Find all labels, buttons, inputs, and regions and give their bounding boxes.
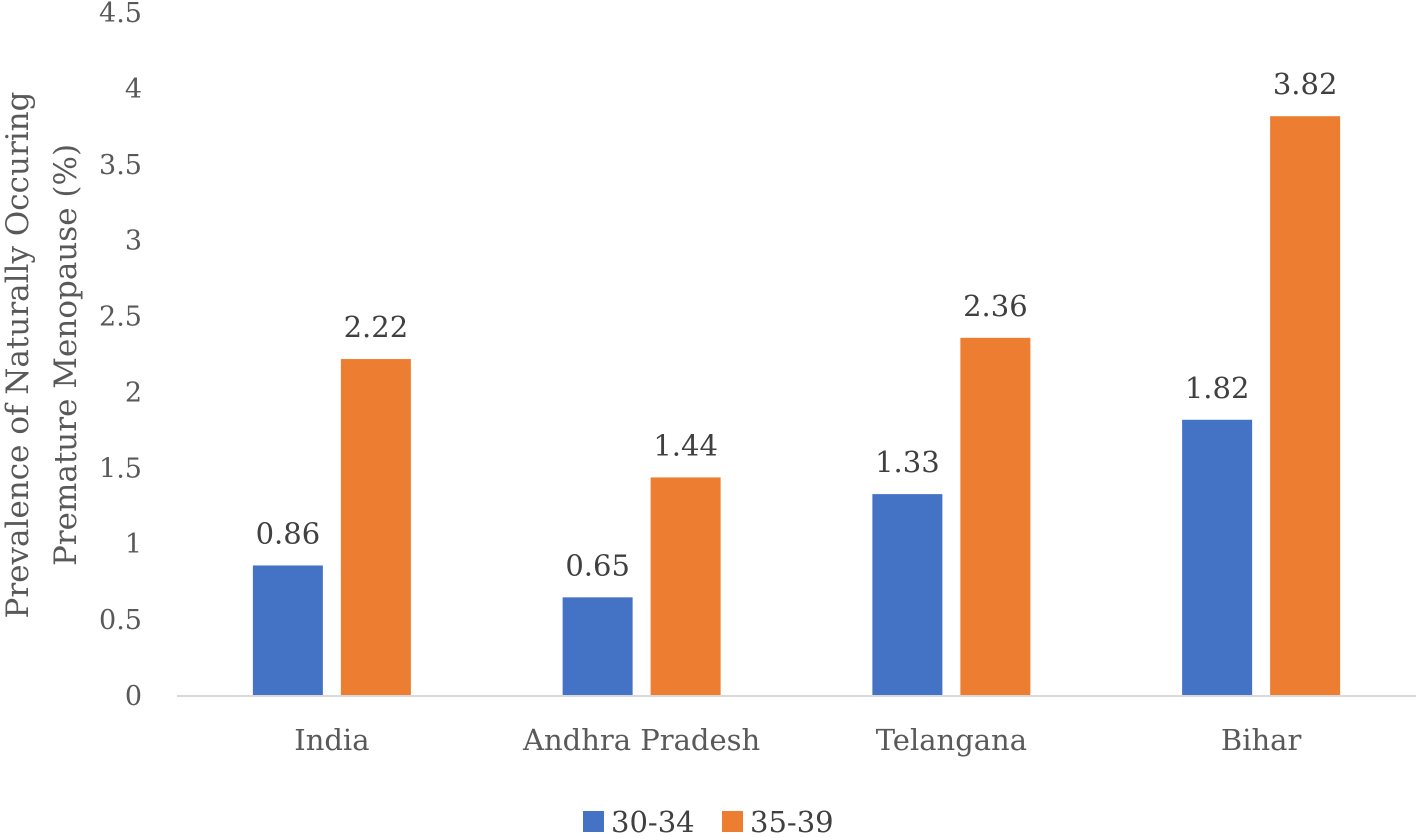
x-category-label: Bihar: [1221, 723, 1302, 757]
y-tick-label: 2.5: [99, 302, 142, 333]
legend-label-30-34: 30-34: [611, 805, 695, 834]
y-tick-label: 1.5: [99, 453, 142, 484]
y-tick-label: 3: [125, 226, 142, 257]
x-category-label: India: [294, 723, 369, 757]
data-label: 0.65: [565, 548, 630, 582]
legend-label-35-39: 35-39: [750, 805, 834, 834]
x-category-label: Telangana: [876, 723, 1027, 757]
y-axis-ticks: 0 0.5 1 1.5 2 2.5 3 3.5 4 4.5: [99, 0, 142, 712]
bar-35-39-telangana: [960, 337, 1031, 696]
y-axis-title-line-1: Prevalence of Naturally Occuring: [0, 92, 36, 619]
legend-swatch-30-34: [583, 811, 604, 832]
x-axis-category-labels: India Andhra Pradesh Telangana Bihar: [294, 723, 1301, 757]
y-tick-label: 0: [125, 681, 142, 712]
y-tick-label: 1: [125, 529, 142, 560]
data-label: 2.36: [963, 289, 1028, 323]
legend: 30-34 35-39: [583, 805, 834, 838]
data-label: 1.33: [875, 445, 940, 479]
data-label: 0.86: [256, 516, 321, 550]
data-label: 3.82: [1273, 67, 1338, 101]
bar-30-34-india: [252, 565, 323, 696]
y-axis-title-line-2: Premature Menopause (%): [48, 144, 84, 566]
bar-30-34-andhra-pradesh: [562, 597, 633, 696]
bar-35-39-andhra-pradesh: [650, 477, 721, 696]
bar-35-39-bihar: [1270, 116, 1341, 697]
legend-swatch-35-39: [722, 811, 743, 832]
y-tick-label: 2: [125, 377, 142, 408]
bar-30-34-telangana: [872, 494, 943, 696]
x-category-label: Andhra Pradesh: [522, 723, 760, 757]
bar-35-39-india: [340, 359, 411, 696]
y-tick-label: 0.5: [99, 605, 142, 636]
bars: [252, 116, 1341, 697]
y-tick-label: 3.5: [99, 150, 142, 181]
data-label: 2.22: [344, 310, 409, 344]
y-tick-label: 4: [125, 74, 142, 105]
y-tick-label: 4.5: [99, 0, 142, 29]
bar-30-34-bihar: [1182, 419, 1253, 696]
data-label: 1.82: [1185, 371, 1250, 405]
data-label: 1.44: [653, 428, 718, 462]
data-labels: 0.86 2.22 0.65 1.44 1.33 2.36 1.82 3.82: [256, 67, 1338, 582]
